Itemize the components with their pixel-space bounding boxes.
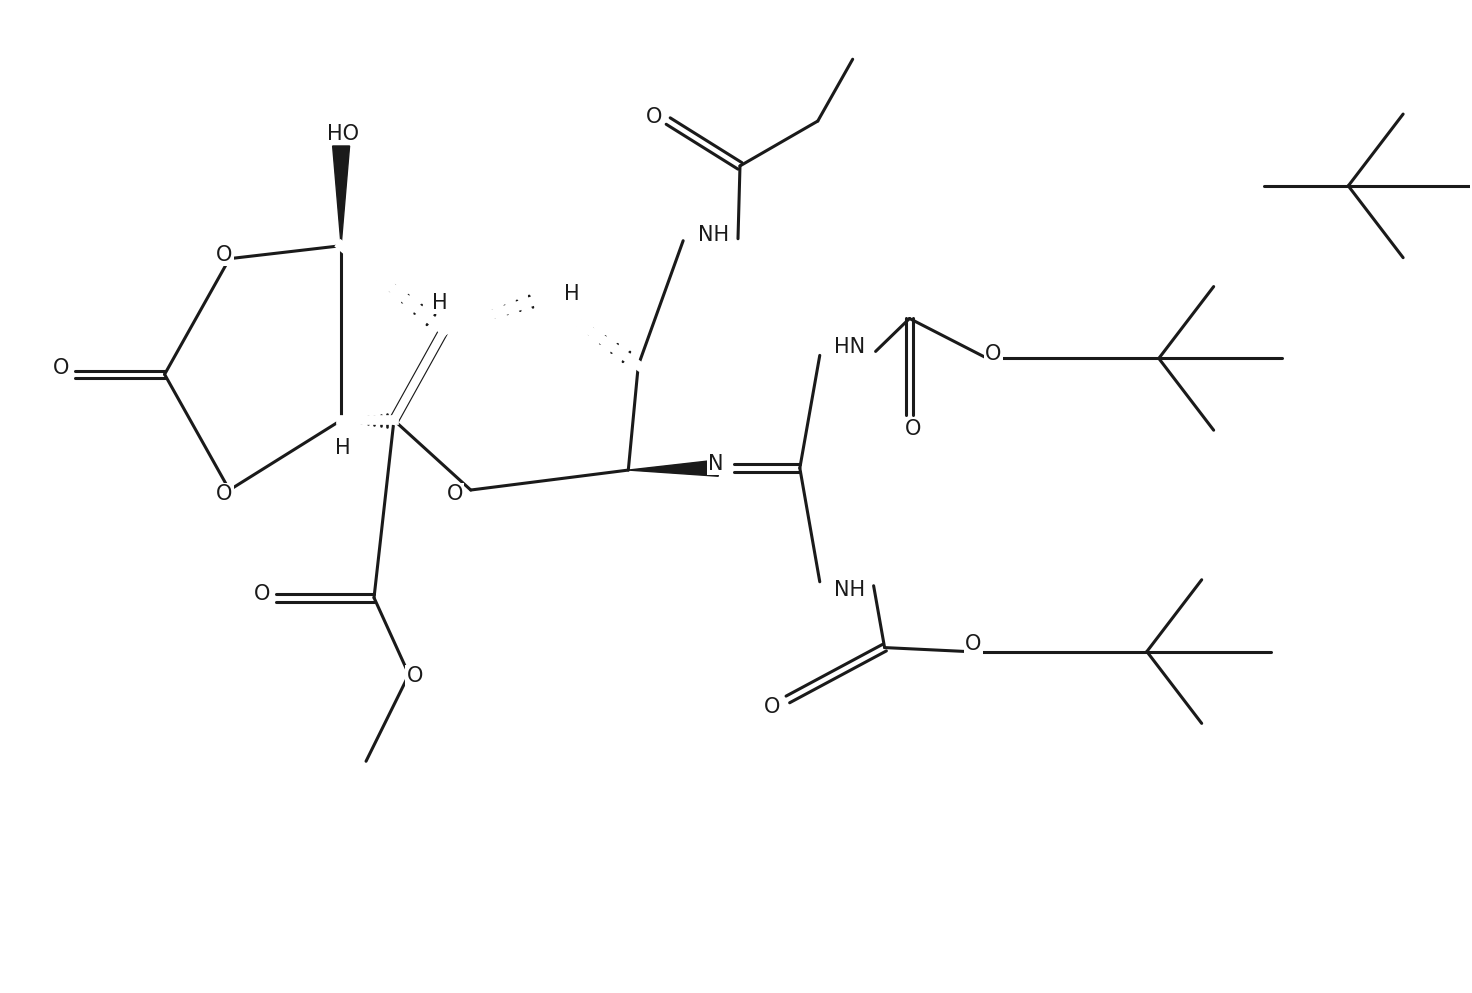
Text: O: O <box>216 244 233 265</box>
Text: O: O <box>446 484 464 504</box>
Text: H: H <box>336 438 350 458</box>
Text: O: O <box>406 666 422 686</box>
Text: NH: NH <box>835 580 866 600</box>
Text: O: O <box>905 419 921 439</box>
Text: HO: HO <box>327 124 359 144</box>
Text: O: O <box>255 584 271 604</box>
Text: HN: HN <box>835 338 866 357</box>
Text: O: O <box>646 107 662 127</box>
Text: O: O <box>985 345 1001 364</box>
Text: NH: NH <box>698 224 729 244</box>
Text: O: O <box>764 697 780 717</box>
Text: H: H <box>564 284 580 304</box>
Text: O: O <box>966 634 982 653</box>
Text: O: O <box>216 484 233 504</box>
Text: N: N <box>708 454 724 474</box>
Text: O: O <box>53 358 69 378</box>
Polygon shape <box>333 146 349 245</box>
Polygon shape <box>629 460 718 477</box>
Text: H: H <box>431 293 447 313</box>
